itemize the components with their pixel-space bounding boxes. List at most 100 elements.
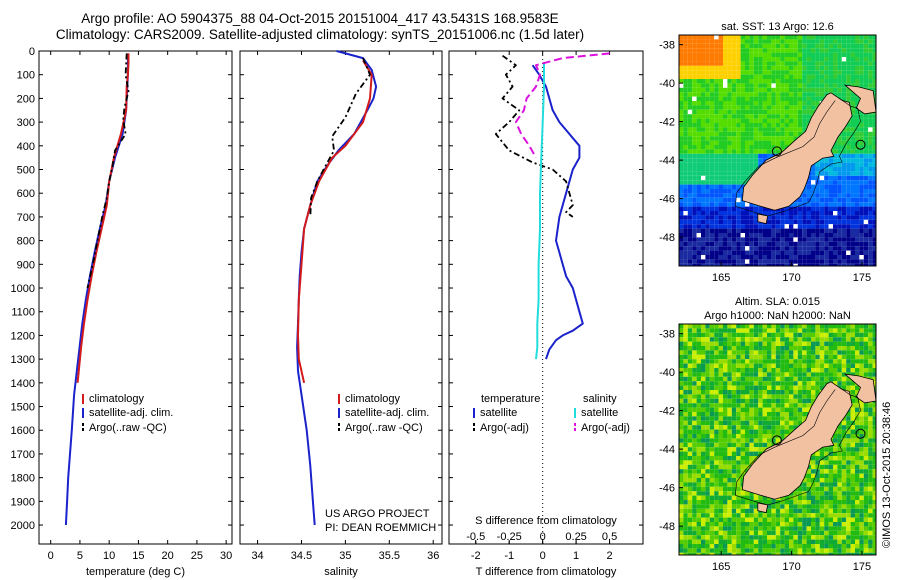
heatmap-cell — [701, 346, 706, 351]
heatmap-cell — [815, 96, 820, 101]
heatmap-cell — [872, 246, 876, 251]
heatmap-cell — [815, 539, 820, 544]
heatmap-cell — [850, 544, 855, 549]
heatmap-cell — [727, 332, 732, 338]
heatmap-cell — [872, 460, 876, 465]
heatmap-cell — [753, 385, 759, 390]
heatmap-cell — [745, 83, 750, 88]
heatmap-cell — [749, 237, 754, 242]
heatmap-cell — [687, 346, 693, 351]
heatmap-cell — [863, 368, 869, 373]
heatmap-cell — [687, 215, 693, 220]
heatmap-cell — [806, 473, 811, 478]
heatmap-cell — [753, 39, 759, 44]
heatmap-cell — [806, 180, 811, 185]
heatmap-cell — [846, 442, 851, 448]
heatmap-cell — [797, 341, 803, 346]
heatmap-cell — [780, 52, 785, 57]
heatmap-cell — [806, 109, 811, 115]
heatmap-cell — [784, 136, 789, 141]
heatmap-cell — [806, 189, 811, 194]
heatmap-cell — [714, 162, 719, 167]
heatmap-cell — [789, 52, 794, 57]
heatmap-cell — [863, 354, 869, 360]
heatmap-cell — [679, 412, 684, 417]
plot-frame — [239, 50, 443, 545]
heatmap-cell — [802, 246, 807, 251]
heatmap-cell — [762, 517, 767, 522]
heatmap-cell — [758, 337, 763, 342]
heatmap-cell — [679, 136, 684, 141]
heatmap-cell — [859, 491, 864, 496]
heatmap-cell — [815, 363, 820, 368]
heatmap-cell — [868, 259, 873, 264]
heatmap-cell — [855, 403, 860, 408]
heatmap-cell — [846, 451, 851, 456]
heatmap-cell — [696, 189, 701, 194]
heatmap-cell — [762, 105, 767, 110]
heatmap-cell — [727, 87, 732, 93]
heatmap-cell — [828, 535, 833, 540]
heatmap-cell — [837, 197, 842, 203]
heatmap-cell — [811, 504, 816, 509]
heatmap-cell — [731, 109, 737, 115]
heatmap-cell — [692, 350, 697, 355]
heatmap-cell — [692, 504, 697, 509]
heatmap-cell — [811, 390, 816, 395]
heatmap-cell — [784, 246, 789, 251]
heatmap-cell — [802, 39, 807, 44]
heatmap-cell — [709, 259, 715, 264]
heatmap-cell — [833, 482, 838, 487]
heatmap-cell — [837, 180, 842, 185]
heatmap-cell — [811, 376, 816, 382]
heatmap-cell — [736, 350, 741, 355]
heatmap-cell — [793, 241, 798, 247]
heatmap-cell — [683, 394, 688, 399]
heatmap-cell — [696, 52, 701, 57]
heatmap-cell — [740, 211, 745, 216]
heatmap-cell — [841, 48, 847, 53]
heatmap-cell — [723, 442, 728, 448]
heatmap-cell — [718, 491, 723, 496]
x-tick-label: 0 — [540, 550, 546, 562]
heatmap-cell — [859, 442, 864, 448]
heatmap-cell — [723, 385, 728, 390]
heatmap-cell — [802, 87, 807, 93]
heatmap-cell — [714, 469, 719, 474]
heatmap-cell — [780, 219, 785, 225]
heatmap-cell — [687, 140, 693, 145]
heatmap-cell — [740, 87, 745, 93]
heatmap-cell — [692, 224, 697, 229]
heatmap-cell — [841, 328, 847, 333]
heatmap-cell — [714, 530, 719, 536]
heatmap-cell — [859, 39, 864, 44]
heatmap-cell — [850, 394, 855, 399]
heatmap-cell — [736, 425, 741, 430]
heatmap-cell — [709, 447, 715, 452]
heatmap-cell — [749, 416, 754, 421]
heatmap-cell — [723, 372, 728, 377]
heatmap-cell — [863, 197, 869, 203]
heatmap-cell — [793, 368, 798, 373]
heatmap-cell — [705, 259, 710, 264]
heatmap-cell — [789, 109, 794, 115]
t-difference-axis-label: T difference from climatology — [476, 566, 617, 578]
heatmap-cell — [828, 372, 833, 377]
heatmap-cell — [833, 184, 838, 189]
heatmap-cell — [740, 420, 745, 426]
heatmap-cell — [837, 65, 842, 71]
heatmap-cell — [771, 350, 776, 355]
heatmap-cell — [855, 131, 860, 137]
heatmap-cell — [775, 416, 781, 421]
heatmap-cell — [714, 57, 719, 62]
heatmap-cell — [753, 420, 759, 426]
heatmap-cell — [731, 83, 737, 88]
heatmap-cell — [859, 127, 864, 132]
heatmap-cell — [868, 473, 873, 478]
heatmap-cell — [679, 109, 684, 115]
heatmap-cell — [696, 233, 701, 238]
heatmap-cell — [736, 332, 741, 338]
heatmap-cell — [745, 394, 750, 399]
heatmap-cell — [736, 376, 741, 382]
heatmap-cell — [833, 324, 838, 329]
